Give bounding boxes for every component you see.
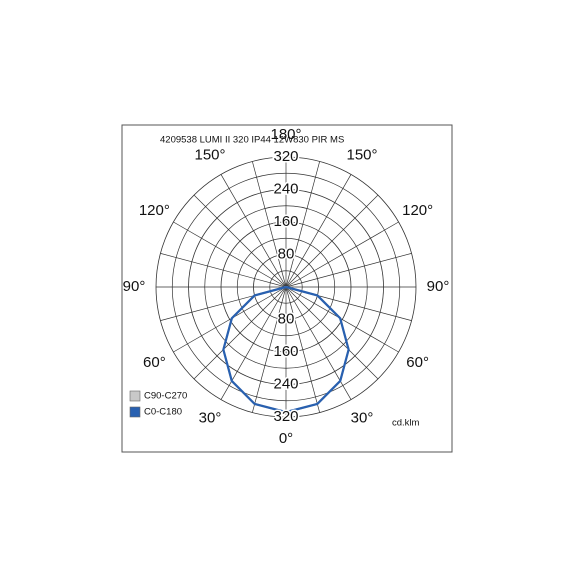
grid-ring <box>220 221 352 353</box>
angle-tick-label: 120° <box>139 202 170 219</box>
angle-tick-label: 0° <box>279 430 293 447</box>
intensity-curve <box>285 285 350 414</box>
r-tick-label: 240 <box>273 180 298 197</box>
chart-title: 4209538 LUMI II 320 IP44 12W830 PIR MS <box>160 135 344 146</box>
angle-tick-label: 120° <box>402 202 433 219</box>
legend-label: C90-C270 <box>144 391 187 402</box>
legend-swatch <box>129 406 141 418</box>
grid-ring <box>155 156 417 418</box>
grid-ring <box>253 254 319 320</box>
angle-tick-label: 60° <box>143 354 166 371</box>
r-tick-label: 160 <box>273 213 298 230</box>
r-tick-label: 320 <box>273 408 298 425</box>
angle-tick-label: 30° <box>199 410 222 427</box>
r-tick-label: 320 <box>273 148 298 165</box>
unit-label: cd.klm <box>392 418 420 429</box>
r-tick-label: 80 <box>278 245 295 262</box>
angle-tick-label: 30° <box>351 410 374 427</box>
intensity-curve <box>222 285 287 414</box>
r-tick-label: 80 <box>278 310 295 327</box>
angle-tick-label: 150° <box>194 146 225 163</box>
legend-label: C0-C180 <box>144 407 182 418</box>
angle-tick-label: 150° <box>346 146 377 163</box>
angle-tick-label: 60° <box>406 354 429 371</box>
angle-tick-label: 180° <box>270 126 301 143</box>
grid-ring <box>188 189 384 385</box>
r-tick-label: 160 <box>273 343 298 360</box>
legend-swatch <box>129 390 141 402</box>
r-tick-label: 240 <box>273 375 298 392</box>
angle-tick-label: 90° <box>123 278 146 295</box>
angle-tick-label: 90° <box>427 278 450 295</box>
